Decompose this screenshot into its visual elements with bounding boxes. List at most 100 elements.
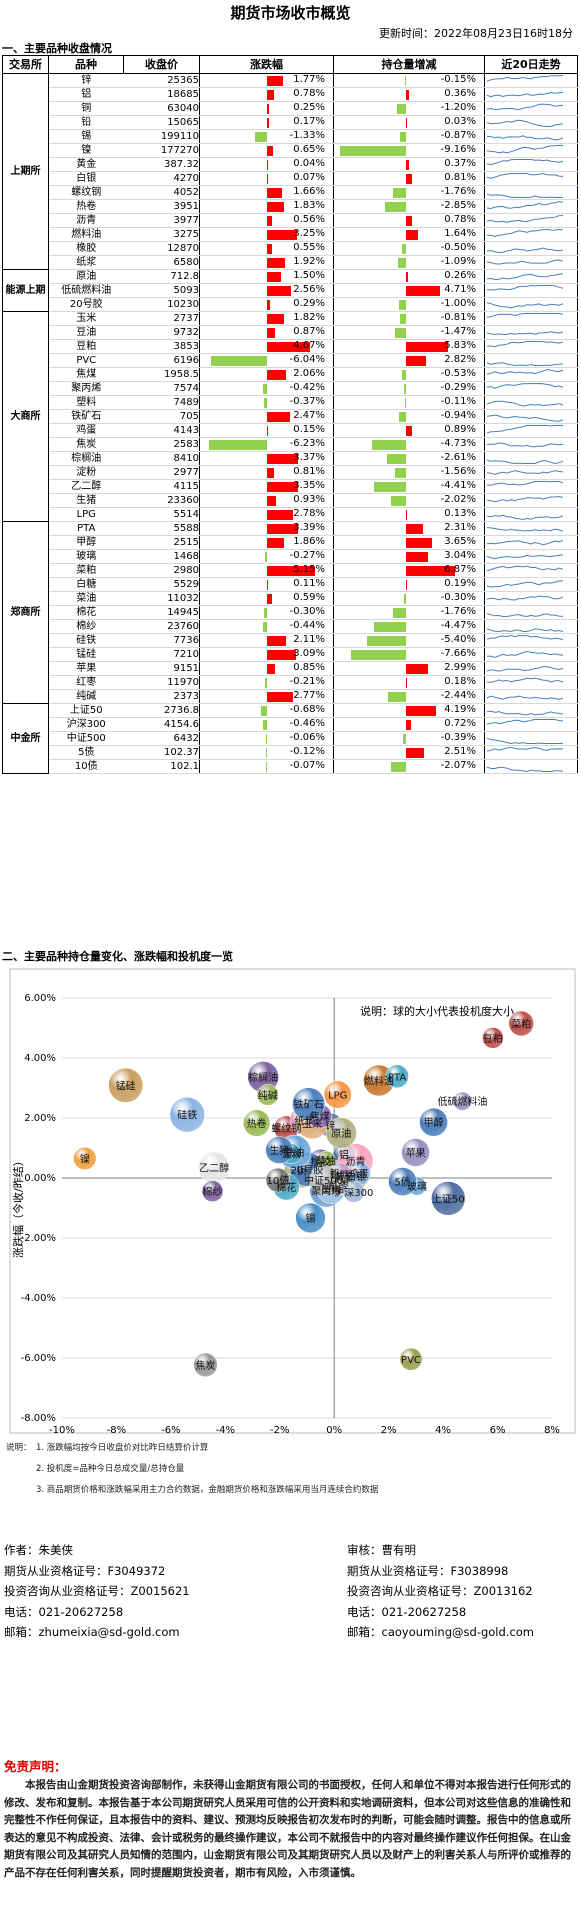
bubble-label: 棉花	[276, 1181, 296, 1194]
trend-sparkline	[486, 539, 564, 546]
x-tick-label: 8%	[544, 1425, 560, 1436]
oi-change-bar	[404, 76, 406, 86]
y-tick-label: -4.00%	[21, 1293, 56, 1304]
trend-sparkline	[486, 382, 564, 389]
oi-change-value: 0.13%	[444, 508, 476, 519]
close-price: 2737	[123, 311, 200, 326]
change-bar	[267, 370, 286, 380]
bubble-label: 螺纹钢	[271, 1122, 301, 1135]
product-name: 甲醇	[48, 535, 124, 550]
product-name: 菜油	[48, 591, 124, 606]
trend-sparkline	[487, 284, 564, 291]
table-row: 上期所锌 25365 1.77% -0.15%	[2, 73, 578, 270]
oi-change-value: -1.47%	[440, 326, 476, 337]
exchange-cell: 中金所	[2, 703, 49, 774]
product-name: 20号胶	[48, 297, 124, 312]
change-bar	[267, 272, 281, 282]
header-oi-change: 持仓量增减	[333, 55, 485, 74]
change-value: 2.77%	[293, 690, 325, 701]
trend-cell	[484, 675, 578, 690]
close-price: 2977	[123, 465, 200, 480]
y-axis-label: 涨跌幅（今收/昨结）	[11, 1155, 25, 1258]
close-price: 5514	[123, 507, 200, 522]
oi-change-value: 0.26%	[444, 270, 476, 281]
section-heading-scatter: 二、主要品种持仓量变化、涨跌幅和投机度一览	[2, 950, 233, 963]
oi-change-cell: 0.72%	[333, 717, 485, 732]
oi-change-bar	[406, 510, 407, 520]
change-cell: 1.82%	[199, 311, 334, 326]
close-price: 4115	[123, 479, 200, 494]
bubble-label: 燃料油	[364, 1075, 394, 1088]
y-tick-label: 4.00%	[24, 1053, 56, 1064]
change-cell: 0.11%	[199, 577, 334, 592]
bubble	[508, 1010, 534, 1037]
close-price: 102.37	[123, 745, 200, 760]
table-row: 中金所 上证50 2736.8 -0.68% 4.19%	[2, 703, 578, 774]
notes: 说明： 1. 涨跌幅均按今日收盘价对比昨日结算价计算 2. 投机度=品种今日总成…	[6, 1438, 378, 1501]
trend-sparkline	[486, 201, 564, 210]
close-price: 6432	[123, 731, 200, 746]
close-price: 7210	[123, 647, 200, 662]
change-cell: -0.27%	[199, 549, 334, 564]
change-value: 0.78%	[293, 88, 325, 99]
oi-change-value: 4.19%	[444, 704, 476, 715]
trend-cell	[484, 521, 578, 536]
table-header-row: 交易所 品种 收盘价 涨跌幅 持仓量增减 近20日走势	[2, 55, 578, 74]
oi-change-cell: -1.76%	[333, 185, 485, 200]
reviewer-email: 邮箱：caoyouming@sd-gold.com	[347, 1625, 535, 1639]
oi-change-value: -2.07%	[440, 760, 476, 771]
table-row: 豆粕 3853 4.67% 5.83%	[3, 339, 578, 354]
trend-cell	[484, 703, 578, 718]
oi-change-bar	[387, 454, 406, 464]
bubble-label: 苹果	[406, 1147, 426, 1160]
change-cell: 2.47%	[199, 409, 334, 424]
oi-change-cell: -1.09%	[333, 255, 485, 270]
trend-cell	[484, 311, 578, 326]
oi-change-value: -7.66%	[440, 648, 476, 659]
chart-note: 说明：球的大小代表投机度大小	[360, 1004, 514, 1018]
close-price: 15065	[123, 115, 200, 130]
x-tick-label: 2%	[381, 1425, 397, 1436]
y-tick-label: -6.00%	[21, 1353, 56, 1364]
oi-change-bar	[406, 174, 412, 184]
table-row: 沥青 3977 0.56% 0.78%	[3, 213, 578, 228]
bubble-label: 玉米	[302, 1117, 322, 1130]
close-price: 5093	[123, 283, 200, 298]
y-tick-label: 6.00%	[24, 993, 56, 1004]
bubble	[388, 1167, 417, 1196]
bubble-label: 镍	[80, 1153, 90, 1166]
oi-change-cell: 1.64%	[333, 227, 485, 242]
oi-change-cell: -2.85%	[333, 199, 485, 214]
product-name: 乙二醇	[48, 479, 124, 494]
oi-change-cell: 0.26%	[333, 269, 485, 284]
change-bar	[265, 748, 267, 758]
table-row: 锰硅 7210 3.09% -7.66%	[3, 647, 578, 662]
product-name: 原油	[48, 269, 124, 284]
close-price: 12870	[123, 241, 200, 256]
oi-change-cell: -1.20%	[333, 101, 485, 116]
oi-change-cell: -0.81%	[333, 311, 485, 326]
change-bar	[267, 664, 275, 674]
change-value: 3.09%	[293, 648, 325, 659]
oi-change-value: -0.11%	[440, 396, 476, 407]
change-bar	[267, 202, 284, 212]
change-cell: 0.55%	[199, 241, 334, 256]
table-row: 豆油 9732 0.87% -1.47%	[3, 325, 578, 340]
close-price: 23760	[123, 619, 200, 634]
bubble-label: PVC	[401, 1355, 421, 1366]
oi-change-cell: -0.30%	[333, 591, 485, 606]
oi-change-value: 0.81%	[444, 172, 476, 183]
x-tick-label: -6%	[161, 1425, 180, 1436]
bubble-label: 5债	[394, 1176, 410, 1189]
change-value: 2.47%	[293, 410, 325, 421]
change-cell: -6.04%	[199, 353, 334, 368]
oi-change-cell: -4.73%	[333, 437, 485, 452]
oi-change-cell: 0.37%	[333, 157, 485, 172]
oi-change-cell: 4.19%	[333, 703, 485, 718]
oi-change-cell: -2.44%	[333, 689, 485, 704]
change-bar	[267, 118, 269, 128]
trend-sparkline	[486, 119, 564, 127]
change-bar	[267, 76, 284, 86]
trend-cell	[484, 409, 578, 424]
change-value: 0.65%	[293, 144, 325, 155]
